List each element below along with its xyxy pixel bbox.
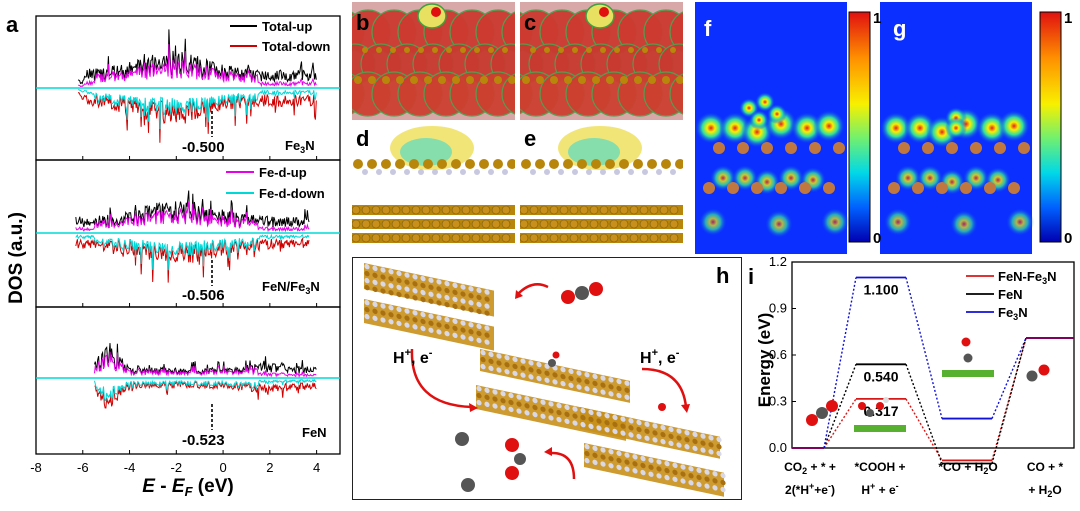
- energy-y-tick: 0.3: [769, 394, 787, 409]
- proton-electron-label-2: H+, e-: [640, 347, 680, 367]
- material-label-fe3n: Fe3N: [285, 138, 315, 155]
- panel-label-h: h: [716, 263, 730, 288]
- fermi-marker-1: -0.500: [182, 139, 225, 156]
- panel-g-heatmap: [880, 2, 1062, 254]
- fermi-marker-3: -0.523: [182, 432, 225, 449]
- legend-fe-d-up: Fe-d-up: [259, 165, 307, 180]
- dos-x-tick: -8: [30, 460, 42, 475]
- energy-category-label: 2(*H++e-): [785, 481, 835, 497]
- panel-label-b: b: [356, 10, 370, 35]
- energy-y-tick: 0.0: [769, 440, 787, 455]
- colorbar-f-bottom: 0: [873, 230, 882, 247]
- legend-total-up: Total-up: [262, 19, 312, 34]
- energy-annotation: 1.100: [863, 282, 898, 298]
- panel-d-image: [352, 122, 515, 252]
- panel-f-heatmap: [695, 2, 871, 254]
- material-label-fen: FeN: [302, 425, 327, 440]
- energy-y-tick: 0.6: [769, 347, 787, 362]
- proton-electron-label-1: H+, e-: [393, 347, 433, 367]
- dos-y-axis-label: DOS (a.u.): [6, 212, 27, 304]
- panel-label-a: a: [6, 12, 19, 37]
- dos-x-tick: -2: [171, 460, 183, 475]
- energy-y-tick: 0.9: [769, 301, 787, 316]
- energy-legend-entry: FeN-Fe3N: [998, 269, 1056, 286]
- energy-category-label: + H2O: [1028, 483, 1061, 499]
- energy-annotation: 0.540: [863, 368, 898, 384]
- energy-y-axis-label: Energy (eV): [755, 313, 774, 407]
- dos-x-axis-label: E - EF (eV): [142, 476, 233, 499]
- dos-chart: DOS (a.u.) -8 -6 -4 -2 0 2 4 E - EF (eV) Total…: [6, 15, 341, 499]
- panel-h-scheme: H+, e- H+, e-: [352, 257, 742, 500]
- material-label-fen-fe3n: FeN/Fe3N: [262, 279, 320, 296]
- fermi-marker-2: -0.506: [182, 287, 225, 304]
- energy-y-tick: 1.2: [769, 254, 787, 269]
- panel-label-e: e: [524, 126, 537, 151]
- panel-label-f: f: [704, 16, 712, 41]
- colorbar-g-top: 1: [1064, 10, 1073, 27]
- panel-label-c: c: [524, 10, 537, 35]
- dos-x-tick: 4: [313, 460, 320, 475]
- panel-c-image: [520, 2, 683, 120]
- energy-category-label: CO2 + * +: [784, 460, 836, 476]
- energy-category-label: CO + *: [1027, 460, 1064, 474]
- energy-diagram: Energy (eV) 0.00.30.60.91.2 1.1000.5400.…: [755, 254, 1075, 499]
- panel-e-image: [520, 122, 683, 252]
- legend-fe-d-down: Fe-d-down: [259, 186, 325, 201]
- dos-x-tick: 0: [219, 460, 226, 475]
- panel-label-d: d: [356, 126, 370, 151]
- dos-x-tick: -4: [124, 460, 136, 475]
- dos-frame-3: [35, 306, 341, 455]
- energy-legend-entry: Fe3N: [998, 305, 1028, 322]
- panel-b-image: [352, 2, 515, 120]
- energy-category-label: *COOH +: [854, 460, 905, 474]
- legend-total-down: Total-down: [262, 39, 330, 54]
- energy-category-label: H+ + e-: [861, 481, 898, 497]
- dos-x-tick: 2: [266, 460, 273, 475]
- panel-label-i: i: [748, 264, 755, 289]
- dos-x-tick: -6: [77, 460, 89, 475]
- colorbar-f-top: 1: [873, 10, 882, 27]
- energy-category-label: *CO + H2O: [938, 460, 997, 476]
- colorbar-g-bottom: 0: [1064, 230, 1073, 247]
- panel-label-g: g: [893, 16, 907, 41]
- energy-legend-entry: FeN: [998, 287, 1023, 302]
